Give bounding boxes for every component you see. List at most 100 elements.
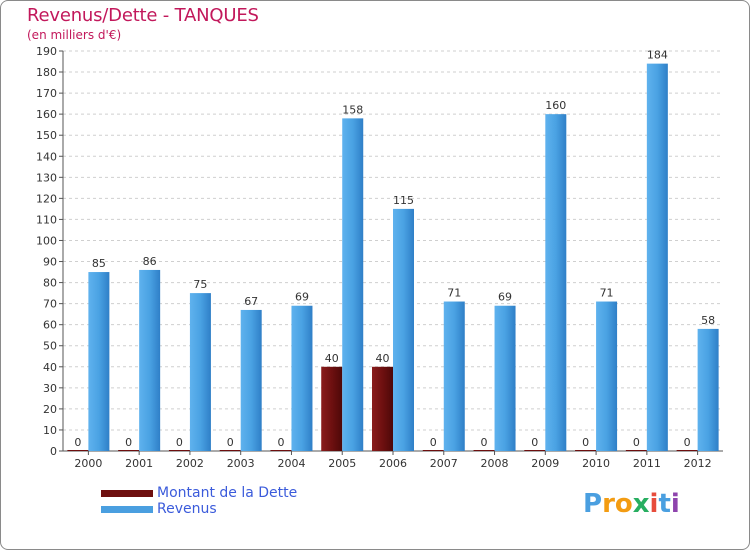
y-tick-label: 170 [36,87,57,100]
data-label-debt: 40 [325,352,339,365]
data-label-revenus: 71 [447,287,461,300]
logo-letter: o [614,489,633,519]
y-tick-label: 0 [50,445,57,458]
data-label-debt: 0 [74,436,81,449]
legend-label-debt: Montant de la Dette [157,485,298,501]
y-tick-label: 140 [36,150,57,163]
x-tick-label: 2002 [176,457,204,470]
chart-title: Revenus/Dette - TANQUES [27,5,259,26]
bar-revenus [393,208,414,451]
bar-revenus [697,328,719,451]
data-label-debt: 0 [531,436,538,449]
x-tick-label: 2009 [531,457,559,470]
bar-debt [524,450,546,451]
data-label-revenus: 69 [498,291,512,304]
bar-revenus [342,118,364,452]
x-tick-label: 2011 [633,457,661,470]
bar-revenus [646,63,668,451]
y-tick-label: 110 [36,213,57,226]
data-label-revenus: 158 [342,103,363,116]
y-tick-label: 90 [43,256,57,269]
x-tick-label: 2000 [74,457,102,470]
data-label-debt: 0 [582,436,589,449]
y-tick-label: 120 [36,192,57,205]
x-tick-label: 2007 [430,457,458,470]
logo-letter: t [658,489,671,519]
bar-revenus [88,272,110,451]
bars [67,63,719,452]
data-label-debt: 0 [481,436,488,449]
bar-revenus [545,114,567,451]
data-label-debt: 0 [125,436,132,449]
bar-debt [168,450,190,451]
data-label-revenus: 67 [244,295,258,308]
logo-letter: r [602,489,615,519]
x-tick-label: 2005 [328,457,356,470]
data-label-debt: 0 [633,436,640,449]
legend-swatch-debt [101,490,153,497]
bar-debt [270,450,292,451]
y-tick-label: 100 [36,234,57,247]
data-label-revenus: 86 [143,255,157,268]
logo-letter: i [670,489,680,519]
data-label-debt: 0 [227,436,234,449]
data-label-revenus: 184 [647,49,668,62]
bar-revenus [240,309,262,451]
data-label-debt: 40 [376,352,390,365]
y-tick-label: 50 [43,340,57,353]
y-tick-label: 20 [43,403,57,416]
bar-debt [625,450,647,451]
y-tick-label: 130 [36,171,57,184]
data-label-debt: 0 [430,436,437,449]
bar-revenus [139,269,161,451]
x-tick-label: 2001 [125,457,153,470]
data-label-revenus: 69 [295,291,309,304]
bar-debt [321,366,343,451]
y-tick-label: 10 [43,424,57,437]
x-tick-label: 2012 [684,457,712,470]
data-label-debt: 0 [277,436,284,449]
logo-letter: i [649,489,659,519]
data-label-revenus: 85 [92,257,106,270]
y-tick-label: 60 [43,319,57,332]
data-labels: 0 85 0 86 0 75 0 67 0 69 40 158 40 115 0 71 0 69 0 160 0 71 0 1… [74,49,715,449]
bar-debt [219,450,241,451]
legend-label-revenus: Revenus [157,501,217,517]
x-tick-label: 2010 [582,457,610,470]
y-tick-label: 190 [36,45,57,58]
bar-debt [118,450,140,451]
data-label-revenus: 71 [600,287,614,300]
logo-letter: P [583,489,603,519]
data-label-revenus: 75 [193,278,207,291]
bar-revenus [596,301,618,451]
x-tick-label: 2008 [481,457,509,470]
data-label-revenus: 58 [701,314,715,327]
y-tick-label: 30 [43,382,57,395]
y-tick-label: 80 [43,277,57,290]
bar-debt [372,366,393,451]
y-tick-label: 160 [36,108,57,121]
bar-revenus [443,301,465,451]
data-label-revenus: 115 [393,194,414,207]
x-tick-label: 2006 [379,457,407,470]
bar-revenus [494,305,516,451]
bar-debt [67,450,89,451]
y-tick-label: 70 [43,298,57,311]
data-label-revenus: 160 [545,99,566,112]
y-tick-label: 150 [36,129,57,142]
bar-debt [473,450,495,451]
bar-revenus [189,293,211,451]
logo-letter: x [632,489,650,519]
y-tick-label: 180 [36,66,57,79]
legend-swatch-revenus [101,506,153,513]
bar-revenus [291,305,313,451]
x-tick-label: 2003 [227,457,255,470]
data-label-debt: 0 [684,436,691,449]
bar-debt [676,450,698,451]
x-tick-label: 2004 [277,457,305,470]
data-label-debt: 0 [176,436,183,449]
bar-debt [575,450,597,451]
proxiti-logo: Proxiti [583,489,680,519]
